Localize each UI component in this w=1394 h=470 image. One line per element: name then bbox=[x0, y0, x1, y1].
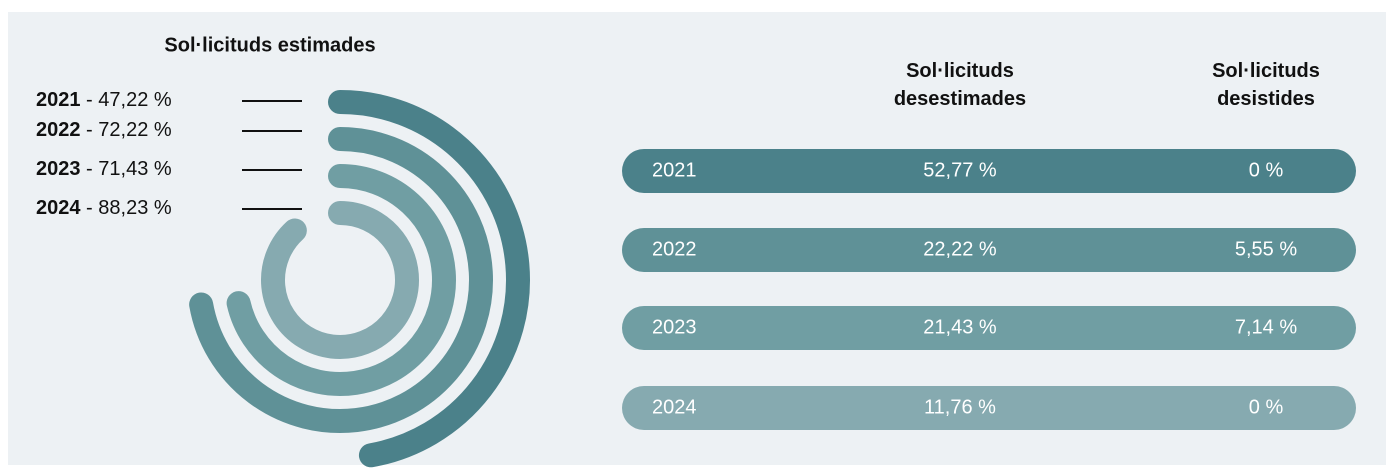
year: 2022 bbox=[36, 119, 81, 141]
column-header: Sol·licituds desestimades bbox=[894, 60, 1026, 110]
cell: 11,76 % bbox=[924, 396, 996, 418]
cell: 7,14 % bbox=[1235, 316, 1297, 338]
bar-label: 2022 - 72,22 % bbox=[36, 119, 172, 141]
radial-bar bbox=[261, 201, 419, 359]
value-label: 88,23 % bbox=[98, 197, 172, 219]
row-year: 2022 bbox=[652, 238, 697, 260]
year: 2023 bbox=[36, 158, 81, 180]
cell: 21,43 % bbox=[923, 316, 997, 338]
bar-label: 2021 - 47,22 % bbox=[36, 89, 172, 111]
radial-bar bbox=[189, 127, 493, 433]
value-label: 47,22 % bbox=[98, 89, 172, 111]
row-year: 2024 bbox=[652, 396, 697, 418]
year: 2021 bbox=[36, 89, 81, 111]
separator: - bbox=[81, 158, 99, 180]
table-row bbox=[622, 228, 1356, 272]
table-row bbox=[622, 306, 1356, 350]
bar-label: 2023 - 71,43 % bbox=[36, 158, 172, 180]
cell: 0 % bbox=[1249, 159, 1284, 181]
value-label: 72,22 % bbox=[98, 119, 172, 141]
chart-title: Sol·licituds estimades bbox=[164, 34, 375, 56]
column-header: Sol·licituds desistides bbox=[1212, 60, 1320, 110]
separator: - bbox=[81, 197, 99, 219]
bar-label: 2024 - 88,23 % bbox=[36, 197, 172, 219]
cell: 5,55 % bbox=[1235, 238, 1297, 260]
table-row bbox=[622, 149, 1356, 193]
row-year: 2023 bbox=[652, 316, 697, 338]
separator: - bbox=[81, 89, 99, 111]
cell: 0 % bbox=[1249, 396, 1284, 418]
year: 2024 bbox=[36, 197, 81, 219]
cell: 22,22 % bbox=[923, 238, 997, 260]
value-label: 71,43 % bbox=[98, 158, 172, 180]
radial-bar bbox=[226, 164, 456, 396]
radial-bar bbox=[328, 90, 530, 468]
table-row bbox=[622, 386, 1356, 430]
separator: - bbox=[81, 119, 99, 141]
row-year: 2021 bbox=[652, 159, 697, 181]
cell: 52,77 % bbox=[923, 159, 997, 181]
